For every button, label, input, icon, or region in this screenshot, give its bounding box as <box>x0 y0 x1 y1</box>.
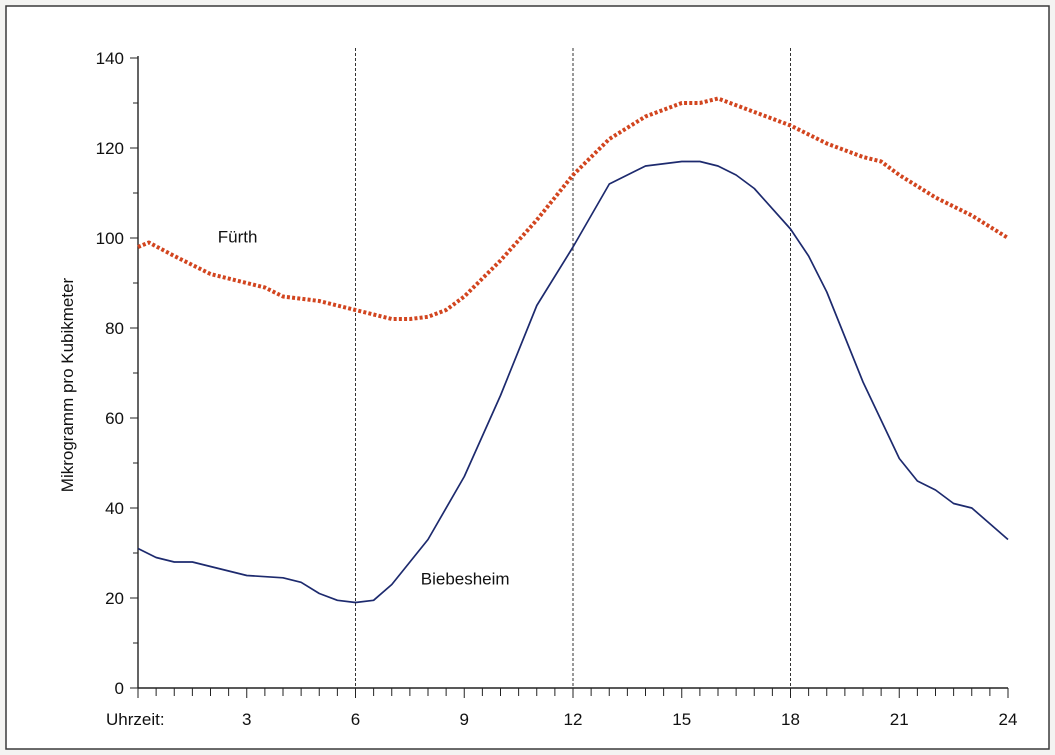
series-line-f-rth <box>137 96 1010 321</box>
y-axis-label: Mikrogramm pro Kubikmeter <box>58 277 77 492</box>
reference-lines <box>355 48 791 688</box>
x-axis-label: Uhrzeit: <box>106 710 165 729</box>
x-tick-label: 24 <box>999 710 1018 729</box>
x-tick-label: 9 <box>460 710 469 729</box>
x-tick-label: 6 <box>351 710 360 729</box>
series-line-biebesheim <box>137 160 1009 604</box>
axes <box>130 56 1009 698</box>
chart-frame <box>5 5 1050 750</box>
series-label: Biebesheim <box>421 570 510 589</box>
x-tick-label: 12 <box>564 710 583 729</box>
series-label: Fürth <box>218 228 258 247</box>
x-tick-label: 3 <box>242 710 251 729</box>
y-tick-label: 100 <box>96 229 124 248</box>
plot-area <box>137 96 1010 604</box>
y-tick-label: 20 <box>105 589 124 608</box>
y-tick-label: 0 <box>115 679 124 698</box>
y-tick-label: 60 <box>105 409 124 428</box>
y-tick-label: 40 <box>105 499 124 518</box>
x-tick-label: 18 <box>781 710 800 729</box>
tick-labels: 0 20 40 60 80 100 120 140 3 6 9 12 15 18 21 24 Fürth Bieb… <box>96 49 1018 729</box>
y-tick-label: 140 <box>96 49 124 68</box>
x-tick-label: 15 <box>672 710 691 729</box>
y-tick-label: 80 <box>105 319 124 338</box>
x-tick-label: 21 <box>890 710 909 729</box>
y-tick-label: 120 <box>96 139 124 158</box>
